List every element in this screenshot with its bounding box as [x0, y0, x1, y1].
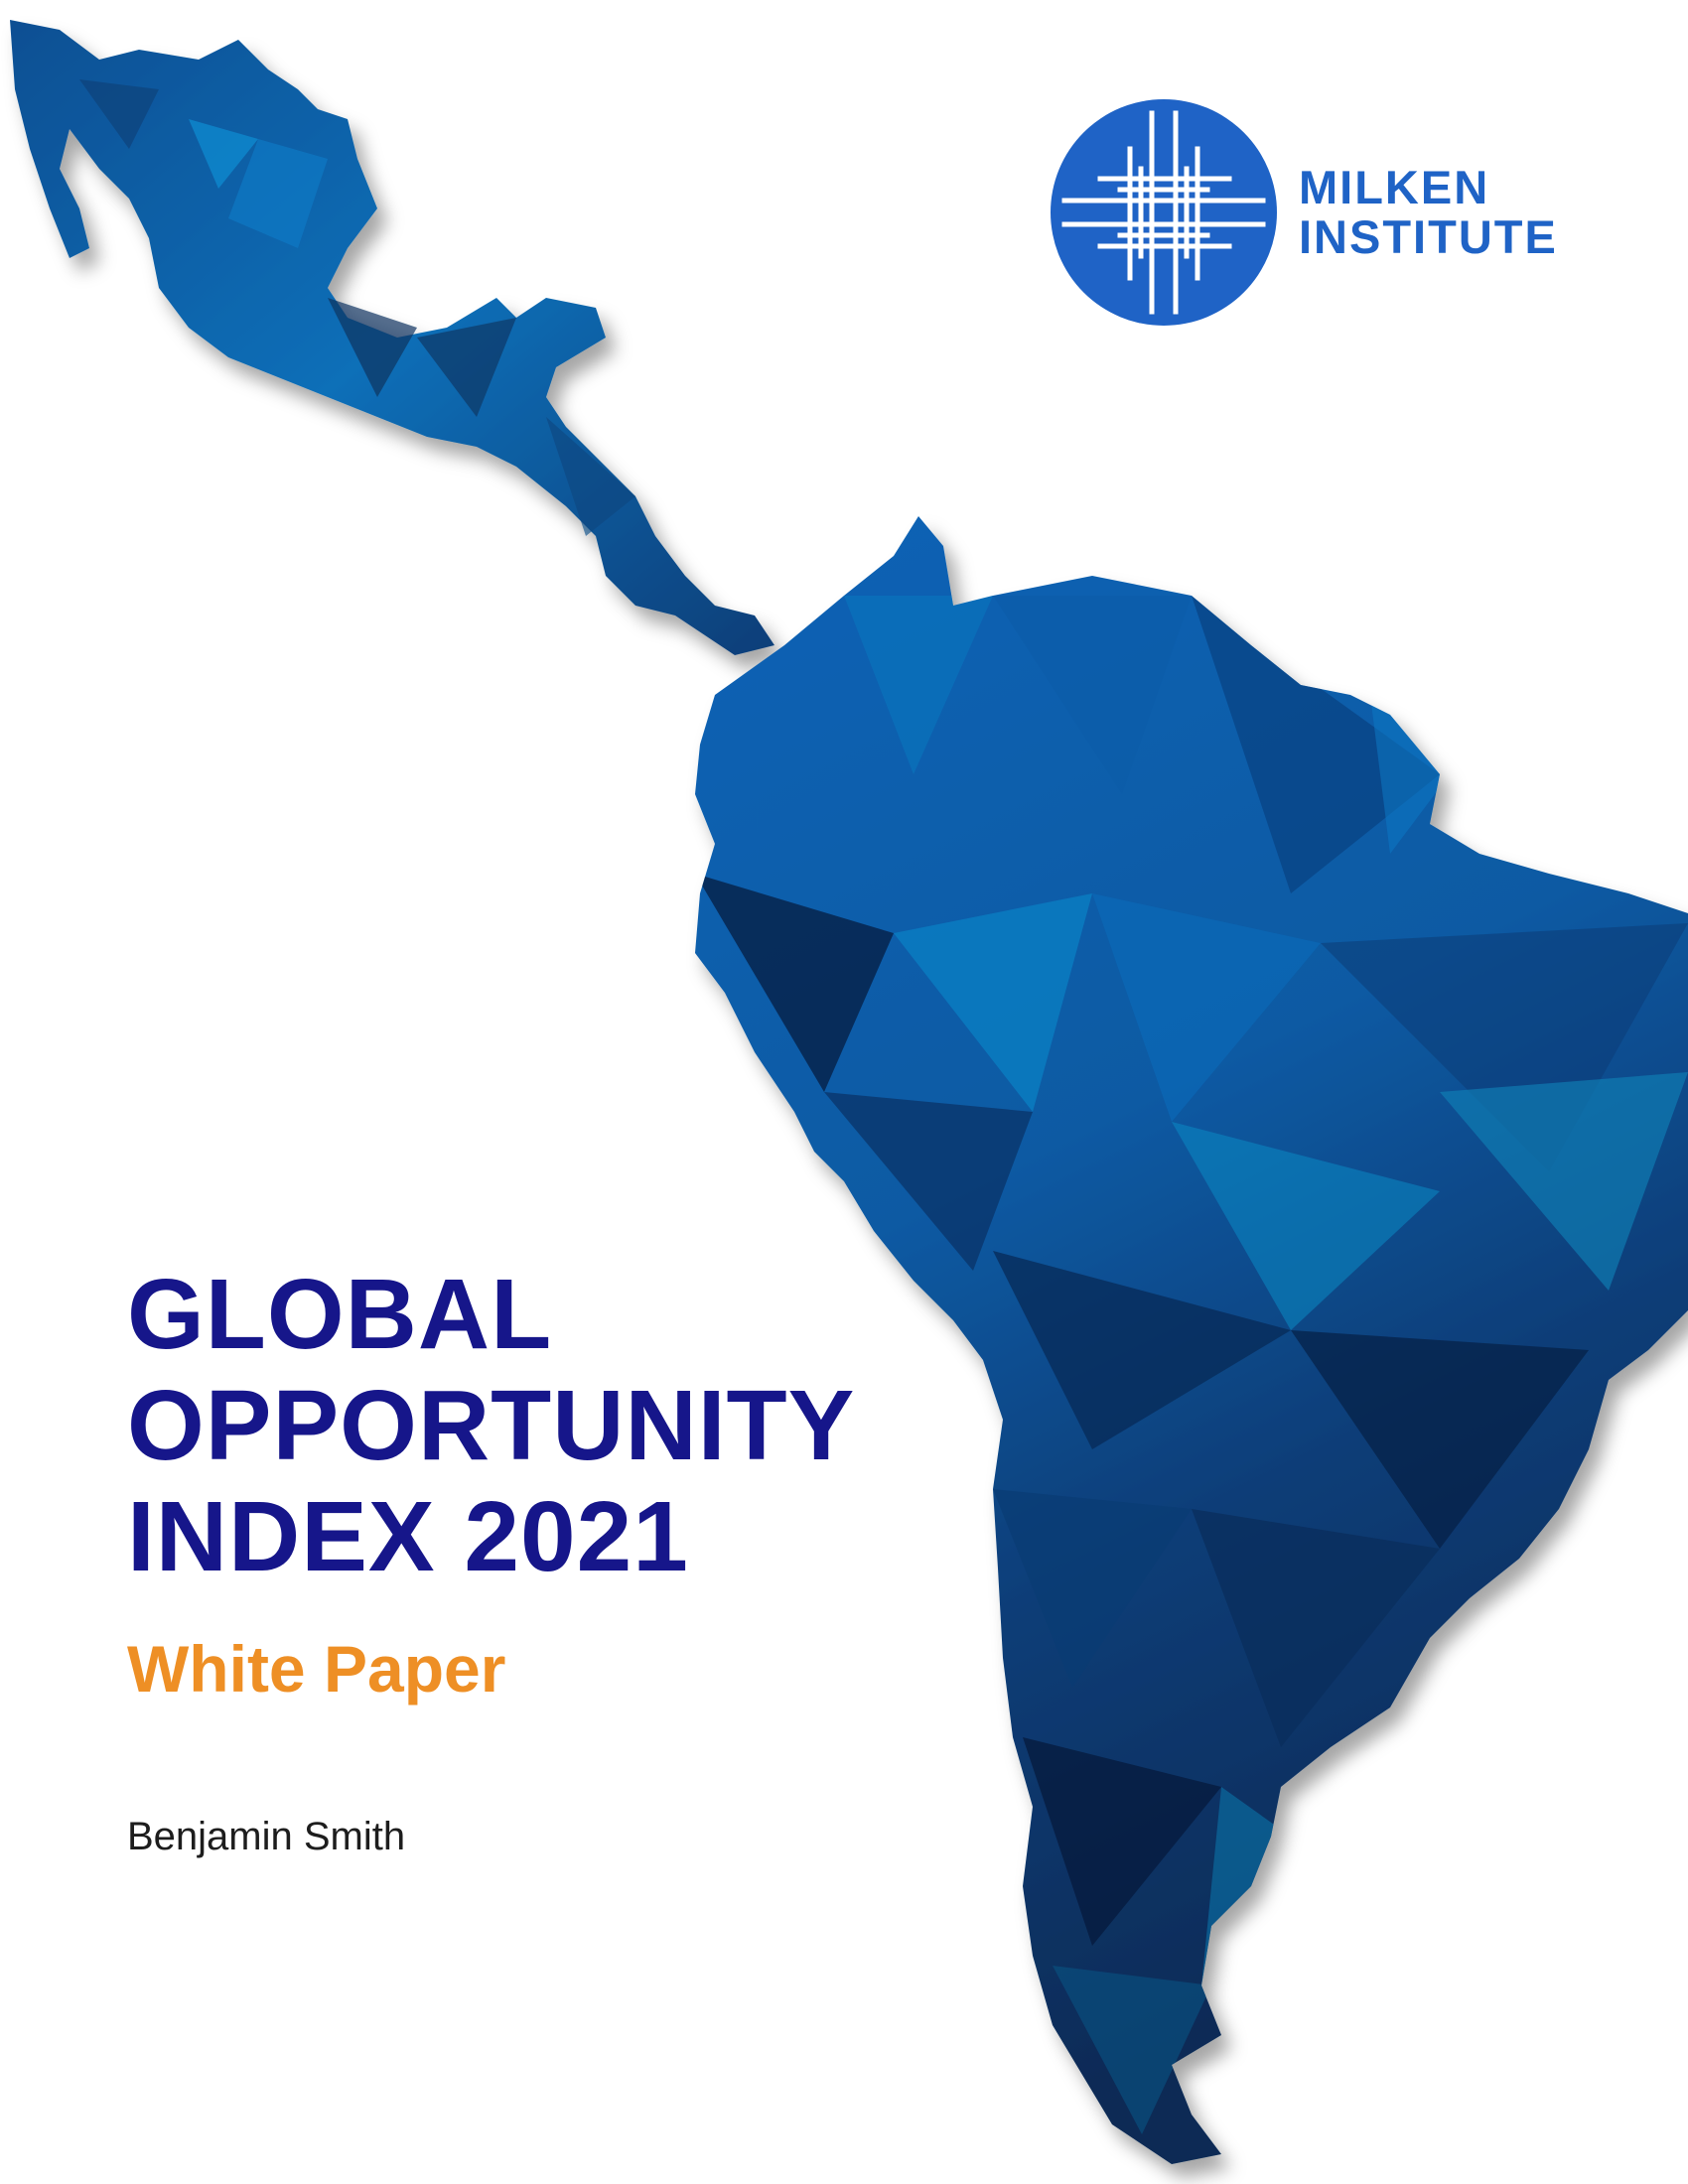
title-line-2: OPPORTUNITY: [127, 1370, 856, 1481]
report-title: GLOBAL OPPORTUNITY INDEX 2021: [127, 1259, 855, 1592]
logo-wordmark: MILKEN INSTITUTE: [1299, 163, 1558, 262]
author-name: Benjamin Smith: [127, 1815, 406, 1858]
title-line-1: GLOBAL: [127, 1259, 553, 1370]
logo-line-1: MILKEN: [1299, 161, 1490, 213]
milken-institute-logo[interactable]: MILKEN INSTITUTE: [1051, 99, 1587, 328]
title-line-3: INDEX 2021: [127, 1481, 689, 1592]
report-subtitle: White Paper: [127, 1632, 506, 1706]
milken-lattice-icon: [1051, 99, 1277, 326]
logo-line-2: INSTITUTE: [1299, 210, 1558, 263]
